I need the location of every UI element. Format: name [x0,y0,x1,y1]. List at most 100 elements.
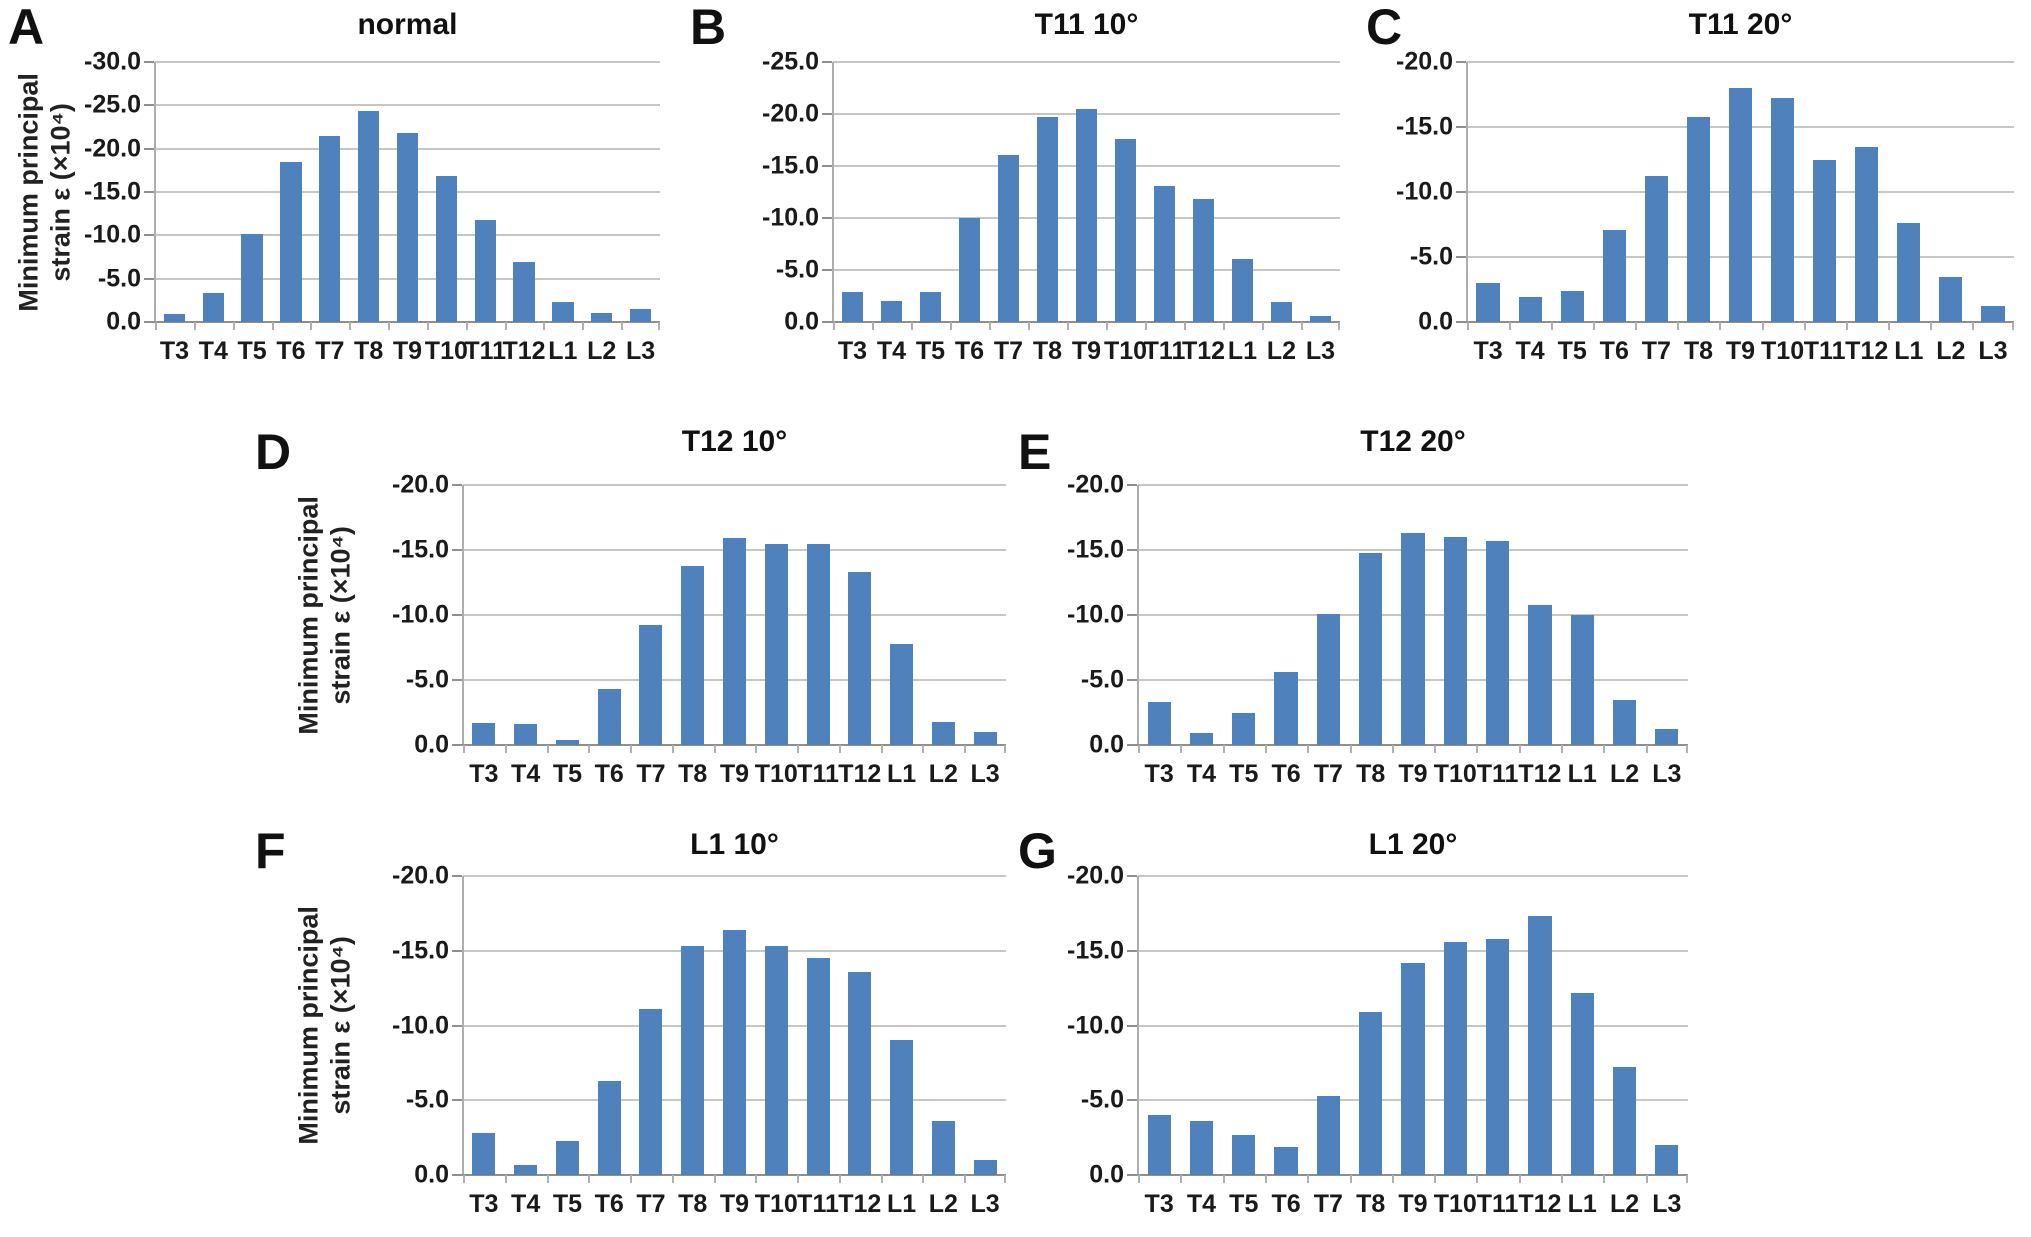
y-tick-label: 0.0 [106,307,141,336]
x-tick-label: L3 [1652,760,1682,788]
x-tick-label: T4 [876,337,907,365]
x-axis-tick [880,1175,883,1183]
x-axis-tick [1138,745,1140,753]
x-tick-label: T9 [1398,760,1428,788]
x-axis-line [1466,321,2014,323]
y-axis-tick [1127,744,1137,746]
x-tick-label: T11 [464,337,507,365]
x-tick-label: T4 [511,1190,541,1218]
x-axis-tick [621,322,624,330]
bar-L2 [1612,699,1637,745]
bar-T7 [997,154,1020,322]
y-tick-label: -10.0 [392,1011,449,1039]
bar-T6 [1274,672,1298,745]
bar-L2 [1270,302,1293,322]
bar-T4 [1189,733,1214,745]
x-tick-label: T8 [1032,337,1063,365]
x-axis-tick [1138,1175,1140,1183]
x-tick-label: T12 [502,337,546,365]
x-tick-label: T6 [594,1190,624,1218]
y-tick-label: -10.0 [1067,600,1124,629]
y-tick-label: -15.0 [84,177,141,206]
gridline [1467,61,2014,63]
y-tick-label: -15.0 [1067,535,1124,564]
bar-T12 [848,572,872,745]
x-axis-tick [1467,322,1469,330]
chart-title: T11 20° [1688,8,1793,41]
y-tick-label: -10.0 [392,600,449,629]
y-tick-label: 0.0 [1418,307,1453,336]
x-axis-tick [1887,322,1890,330]
x-axis-tick [232,322,235,330]
x-axis-tick [310,322,313,330]
panel-a: A normal Minimum principal strain ε (×10⁴… [0,0,677,375]
x-tick-label: T12 [1518,760,1562,788]
y-axis-tick [144,104,154,107]
bar-T9 [1075,108,1098,322]
y-tick-label: -25.0 [84,90,141,119]
bar-T12 [1528,604,1552,745]
bar-T8 [681,565,705,745]
x-axis-tick [872,322,874,330]
y-tick-label: 0.0 [414,730,449,759]
x-tick-label: T8 [678,1190,708,1218]
y-axis-tick [144,321,154,323]
x-axis-tick [588,1175,591,1183]
x-tick-label: T12 [1845,337,1889,365]
x-tick-label: L1 [548,337,578,365]
x-tick-label: T5 [1557,337,1587,365]
bar-T5 [1560,290,1584,322]
gridline [1138,484,1688,486]
bar-T3 [163,314,186,322]
x-axis-tick [1264,1175,1267,1183]
bar-L1 [1570,992,1594,1175]
bar-L3 [1309,315,1332,322]
bar-T12 [1192,199,1215,322]
bar-T4 [1518,297,1542,322]
bar-T6 [597,689,621,745]
x-tick-label: L2 [1609,1190,1640,1218]
x-axis-tick [1645,1175,1648,1183]
x-axis-tick [1561,745,1564,753]
bar-T9 [723,538,746,745]
plot-area: 0.0 -5.0 -10.0 -15.0 -20.0 -25.0 -30.0 T3 T4 T5 T6… [84,48,660,365]
bar-L2 [931,1121,955,1175]
y-tick-label: -10.0 [1396,177,1453,206]
bar-T3 [1476,283,1500,322]
y-axis-line [462,876,464,1175]
x-axis-tick [1509,322,1512,330]
x-axis-tick [713,1175,716,1183]
bar-T10 [764,543,788,745]
x-axis-tick [630,1175,633,1183]
x-axis-tick [463,745,465,753]
plot-area: 0.0 -5.0 -10.0 -15.0 -20.0 -25.0 T3 T4 T5 T6 T7 T8 T… [762,48,1340,365]
x-axis-tick [1929,322,1932,330]
x-axis-tick [504,322,507,330]
y-axis-label: Minimum principal strain ε (×10⁴) [293,485,358,745]
y-axis-tick [822,113,832,115]
x-tick-label: T9 [1725,337,1756,365]
x-axis-tick [1518,1175,1521,1183]
y-tick-label: -5.0 [1080,665,1124,694]
bar-T12 [513,262,535,322]
bar-T9 [723,929,746,1175]
x-axis-tick [1677,322,1680,330]
x-axis-tick [950,322,952,330]
x-tick-label: L3 [970,760,1000,788]
y-axis-tick [822,165,832,167]
bar-T12 [848,971,872,1175]
x-tick-label: T11 [1803,337,1846,365]
x-axis-tick [1434,745,1437,753]
y-tick-label: -15.0 [392,936,449,965]
x-tick-label: T3 [469,760,499,788]
x-tick-label: L3 [1305,337,1336,365]
x-axis-tick [2012,322,2014,330]
bar-L2 [931,721,955,745]
x-tick-label: T8 [354,337,384,365]
y-axis-tick [1127,614,1137,616]
x-tick-label: T3 [1144,760,1174,788]
x-tick-label: T4 [511,760,541,788]
panel-letter: E [1018,424,1052,480]
x-axis-tick [713,745,716,753]
x-axis-tick [465,322,468,330]
